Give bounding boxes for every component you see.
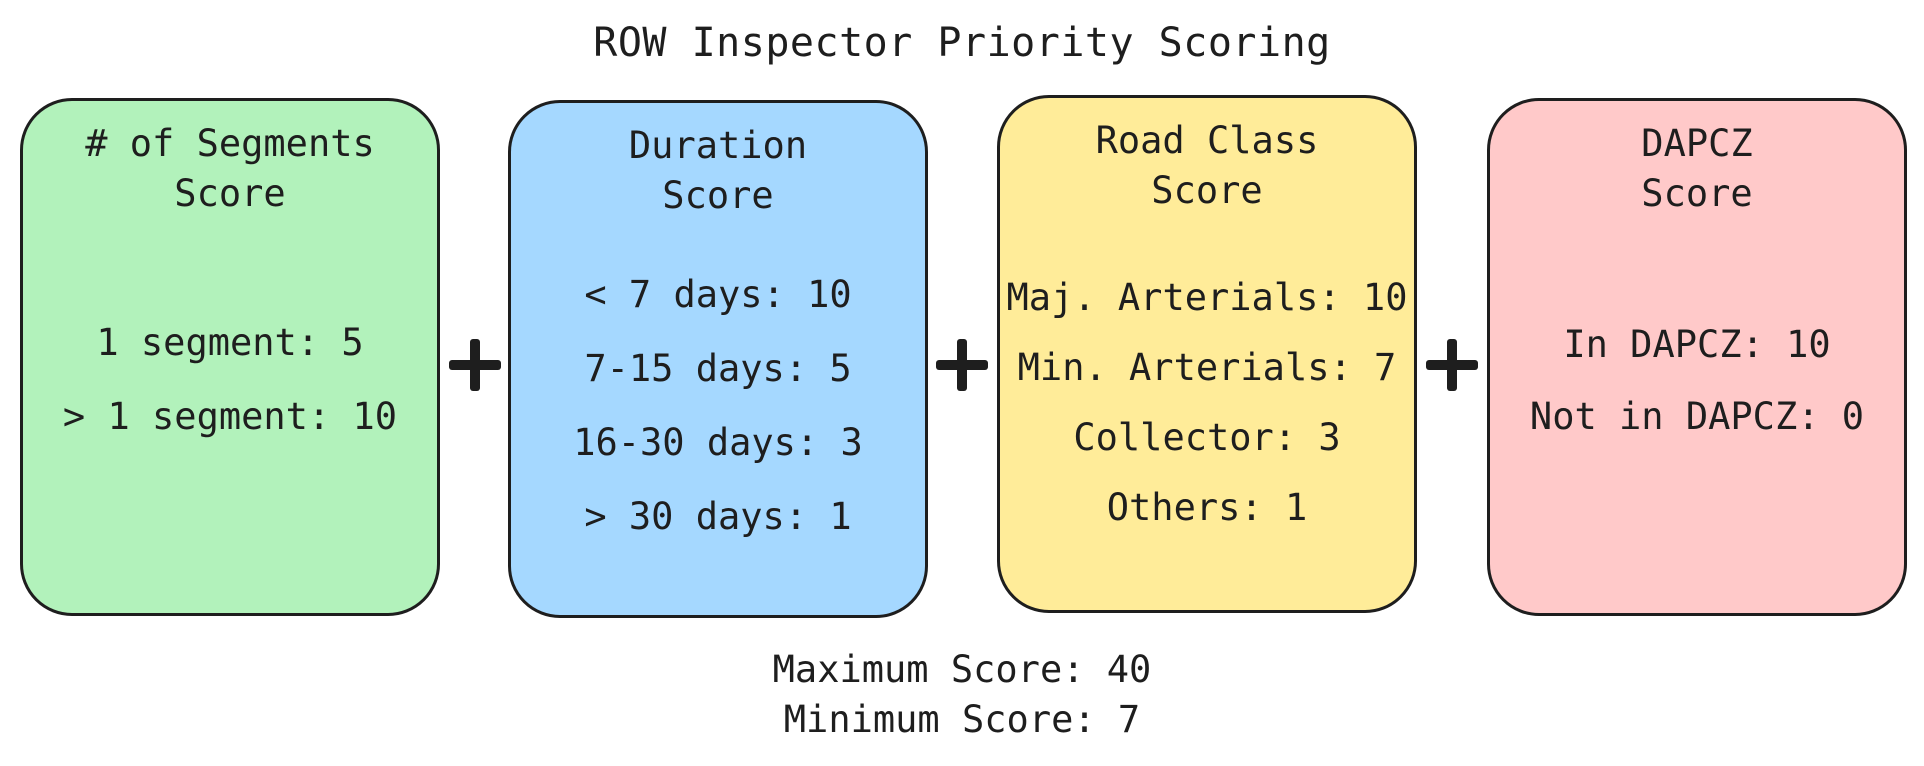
road-class-score-heading: Road Class Score xyxy=(1095,119,1319,212)
rule-item: > 30 days: 1 xyxy=(584,495,852,538)
rule-item: > 1 segment: 10 xyxy=(62,395,398,438)
rule-item: In DAPCZ: 10 xyxy=(1563,323,1831,366)
rule-item: 16-30 days: 3 xyxy=(573,421,863,464)
plus-icon xyxy=(445,335,505,395)
dapcz-rules: In DAPCZ: 10 Not in DAPCZ: 0 xyxy=(1490,309,1904,453)
rule-item: Maj. Arterials: 10 xyxy=(1006,276,1408,319)
road-class-rules: Maj. Arterials: 10 Min. Arterials: 7 Col… xyxy=(1000,263,1414,543)
rule-item: 7-15 days: 5 xyxy=(584,347,852,390)
duration-rules: < 7 days: 10 7-15 days: 5 16-30 days: 3 … xyxy=(511,258,925,554)
rule-item: 1 segment: 5 xyxy=(96,321,364,364)
segments-score-heading: # of Segments Score xyxy=(85,122,375,215)
dapcz-score-heading: DAPCZ Score xyxy=(1641,122,1753,215)
rule-item: Others: 1 xyxy=(1106,486,1308,529)
maximum-score-label: Maximum Score: 40 xyxy=(772,648,1152,691)
segments-rules: 1 segment: 5 > 1 segment: 10 xyxy=(23,306,437,454)
dapcz-score-card: DAPCZ Score In DAPCZ: 10 Not in DAPCZ: 0 xyxy=(1487,98,1907,616)
segments-score-card: # of Segments Score 1 segment: 5 > 1 seg… xyxy=(20,98,440,616)
duration-score-card: Duration Score < 7 days: 10 7-15 days: 5… xyxy=(508,100,928,618)
rule-item: Not in DAPCZ: 0 xyxy=(1529,395,1865,438)
rule-item: Collector: 3 xyxy=(1073,416,1341,459)
minimum-score-label: Minimum Score: 7 xyxy=(783,698,1141,741)
rule-item: < 7 days: 10 xyxy=(584,273,852,316)
score-range-footer: Maximum Score: 40 Minimum Score: 7 xyxy=(0,645,1924,745)
plus-icon xyxy=(1422,335,1482,395)
duration-score-heading: Duration Score xyxy=(628,124,808,217)
road-class-score-card: Road Class Score Maj. Arterials: 10 Min.… xyxy=(997,95,1417,613)
plus-icon xyxy=(932,335,992,395)
diagram-title: ROW Inspector Priority Scoring xyxy=(593,20,1331,66)
rule-item: Min. Arterials: 7 xyxy=(1017,346,1397,389)
